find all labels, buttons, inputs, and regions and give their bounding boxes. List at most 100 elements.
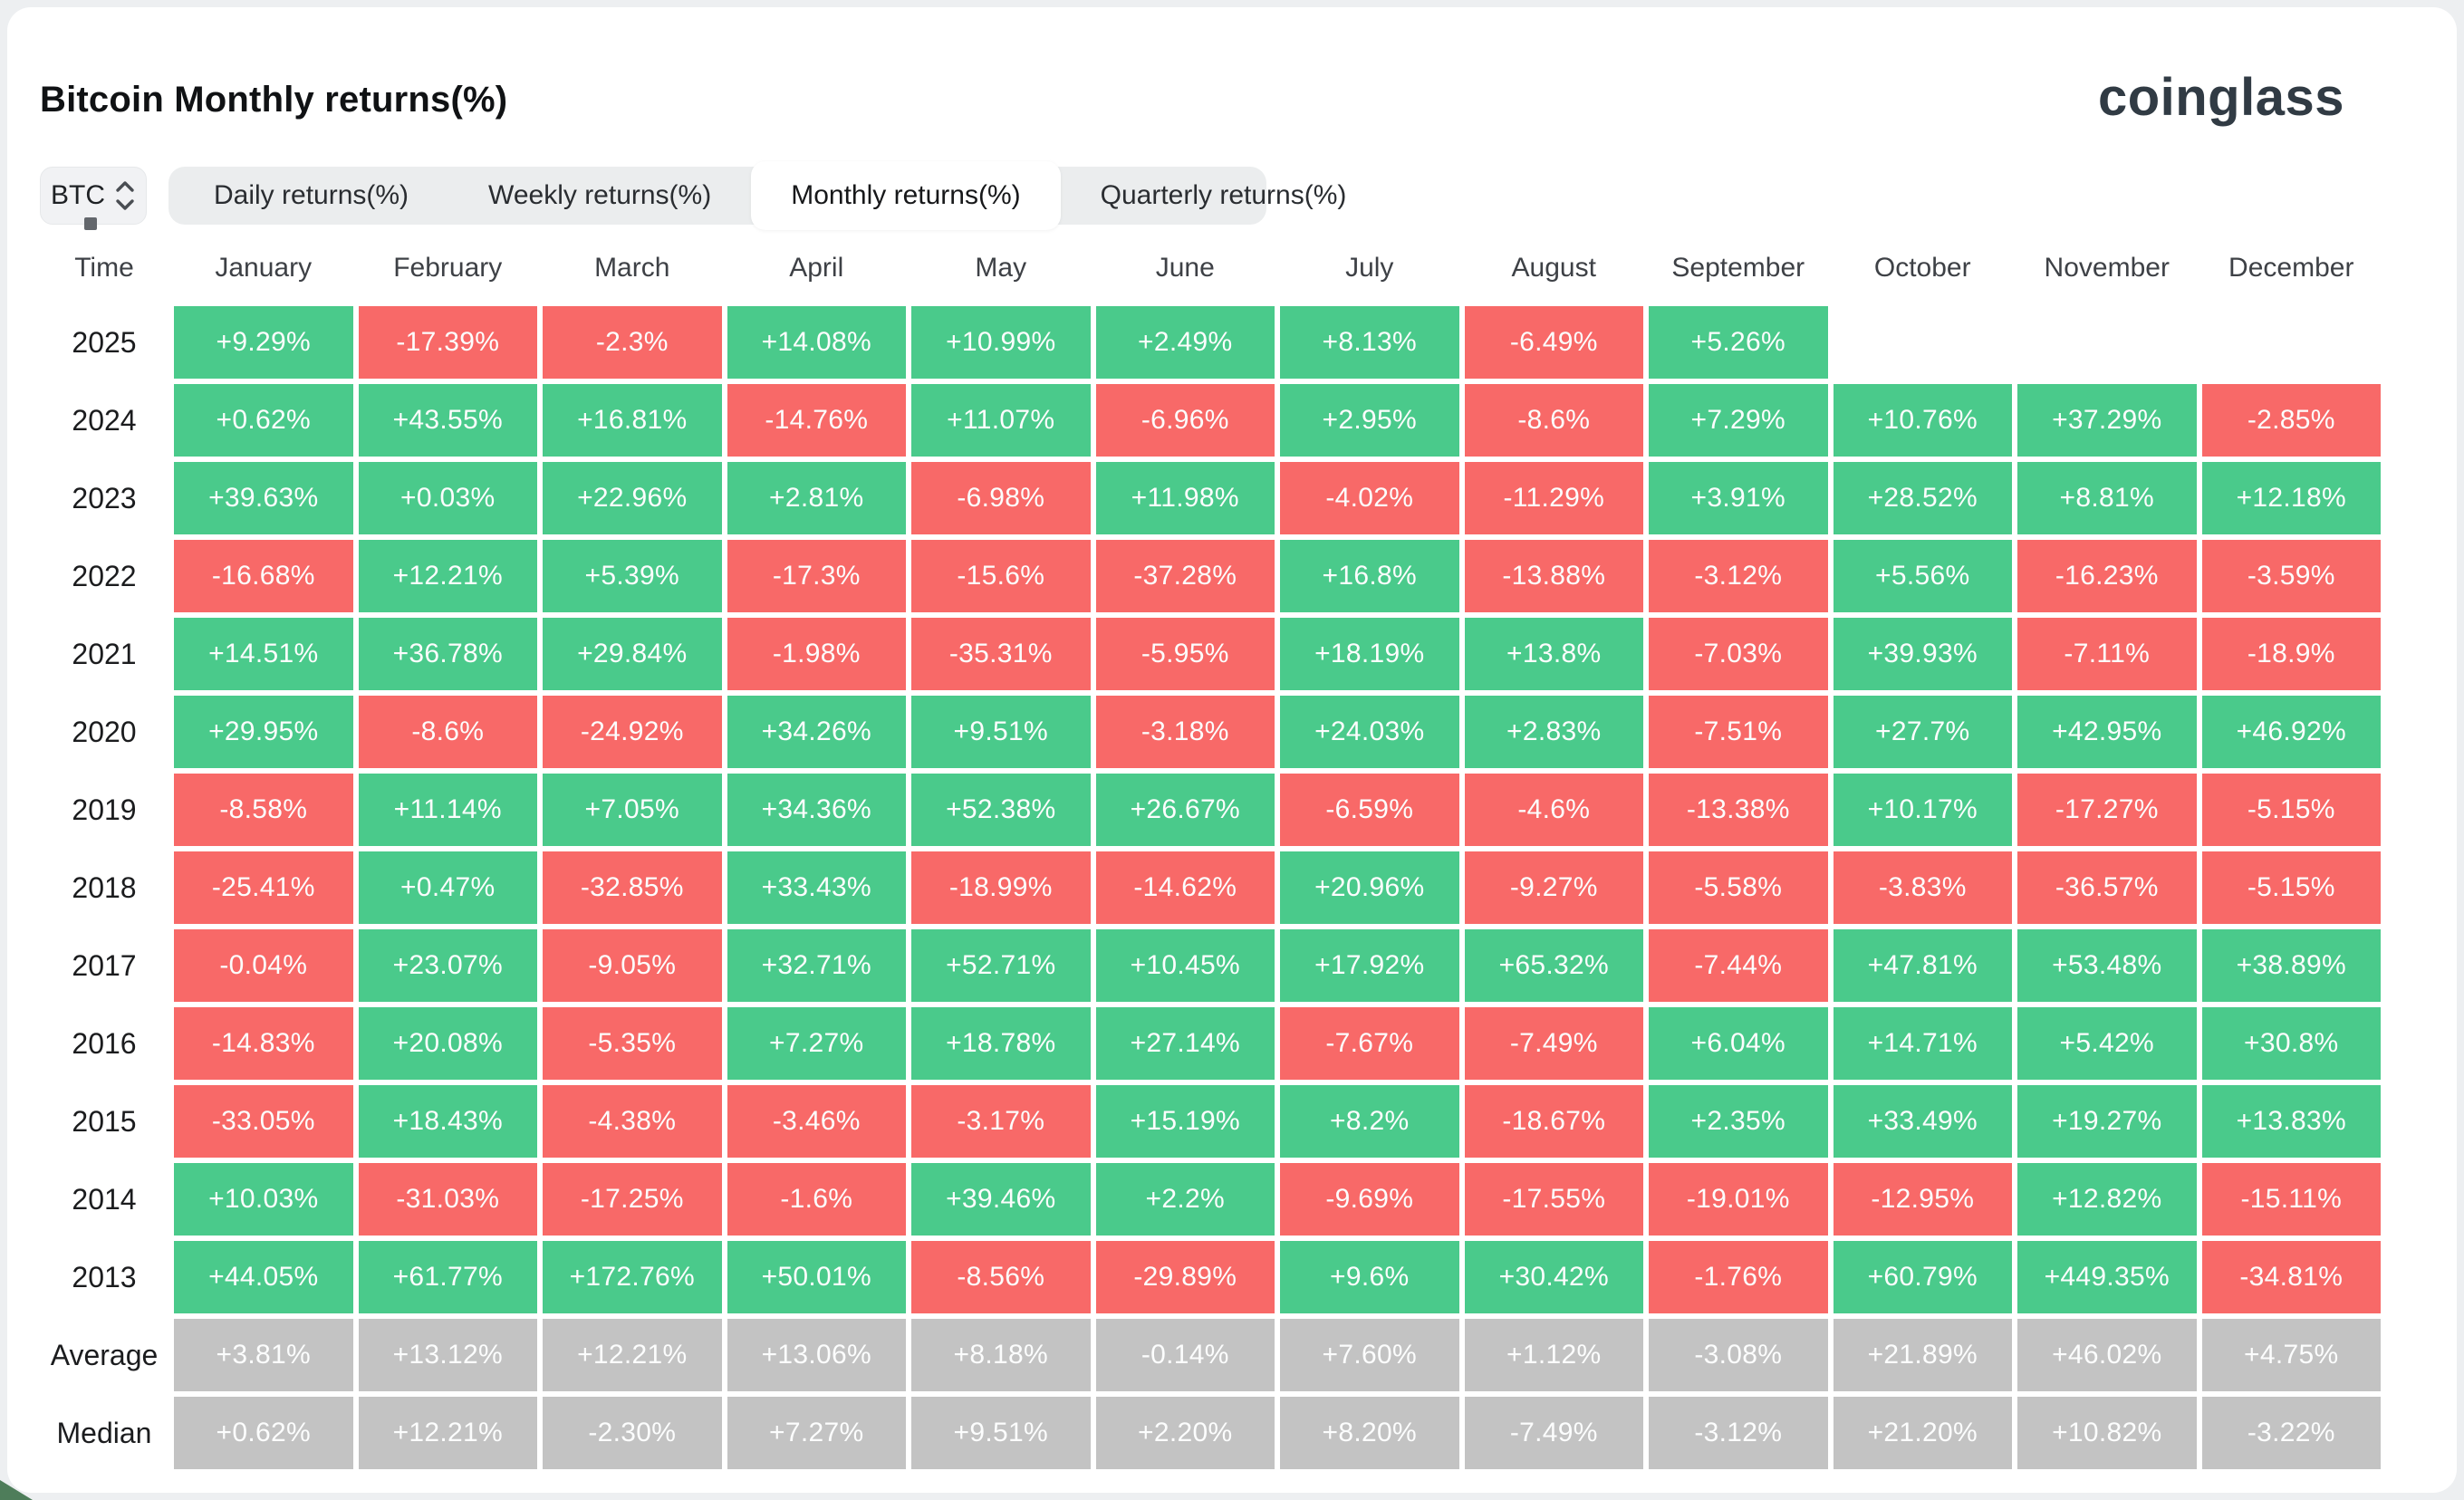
return-cell: -32.85% [543,851,722,924]
return-cell: +2.20% [1095,1397,1275,1469]
return-cell: -3.83% [1833,851,2012,924]
return-cell: +60.79% [1833,1241,2012,1313]
return-cell: +12.82% [2017,1163,2197,1236]
return-cell: +14.71% [1833,1007,2012,1080]
return-cell: -6.49% [1464,306,1643,379]
return-cell: +0.62% [174,384,353,457]
return-cell: +7.29% [1649,384,1828,457]
return-cell: -15.11% [2201,1163,2381,1236]
return-cell: -7.49% [1464,1397,1643,1469]
return-cell [2202,306,2382,379]
return-cell: -24.92% [543,696,722,768]
return-cell: +61.77% [358,1241,537,1313]
return-cell: +9.29% [174,306,353,379]
return-cell: -7.03% [1649,618,1828,690]
return-cell: -37.28% [1095,540,1275,612]
return-cell: +172.76% [543,1241,722,1313]
return-cell: -14.76% [727,384,906,457]
return-cell: +37.29% [2017,384,2197,457]
column-header: August [1511,253,1596,283]
return-cell: +9.51% [911,696,1091,768]
return-cell: -6.98% [911,462,1091,534]
return-cell: -15.6% [911,540,1091,612]
row-label: 2022 [72,559,137,592]
return-cell: -3.12% [1649,1397,1828,1469]
return-cell: -17.55% [1464,1163,1643,1236]
row-label: 2019 [72,793,137,826]
return-cell: -2.85% [2201,384,2381,457]
tab-monthly-returns[interactable]: Monthly returns(%) [751,161,1061,230]
return-cell: -19.01% [1649,1163,1828,1236]
return-cell: +34.36% [727,774,906,846]
return-cell: -1.6% [727,1163,906,1236]
return-cell: -8.6% [358,696,537,768]
column-header: April [789,253,844,283]
return-cell: +14.08% [727,306,906,379]
coinglass-logo: coinglass [2097,68,2344,127]
return-cell: -36.57% [2017,851,2197,924]
return-cell: +44.05% [174,1241,353,1313]
symbol-select-handle [84,217,97,230]
return-cell: +8.18% [911,1319,1091,1391]
return-cell: -14.62% [1095,851,1275,924]
return-cell: -7.67% [1280,1007,1459,1080]
row-label: 2020 [72,715,137,748]
return-cell: +10.99% [911,306,1091,379]
return-cell: +12.21% [358,540,537,612]
return-cell: +33.43% [727,851,906,924]
return-cell: +12.21% [543,1319,722,1391]
return-cell: +2.83% [1464,696,1643,768]
return-cell: +11.14% [358,774,537,846]
return-cell: +10.76% [1833,384,2012,457]
row-label: 2023 [72,481,137,514]
tab-quarterly-returns[interactable]: Quarterly returns(%) [1100,180,1347,210]
return-cell: +21.20% [1833,1397,2012,1469]
return-cell: +8.13% [1280,306,1459,379]
return-cell: +29.95% [174,696,353,768]
return-cell: -29.89% [1095,1241,1275,1313]
return-cell: -3.08% [1649,1319,1828,1391]
symbol-select[interactable]: BTC [40,167,147,230]
return-cell: +2.95% [1280,384,1459,457]
return-cell: -33.05% [174,1085,353,1158]
return-cell: +17.92% [1280,929,1459,1002]
row-label: 2021 [72,637,137,670]
return-cell: -4.38% [543,1085,722,1158]
return-cell: +6.04% [1649,1007,1828,1080]
return-cell: +11.98% [1095,462,1275,534]
return-cell: -3.12% [1649,540,1828,612]
return-cell: +4.75% [2201,1319,2381,1391]
return-cell: -3.18% [1095,696,1275,768]
return-cell: +23.07% [358,929,537,1002]
return-cell: +7.05% [543,774,722,846]
column-header: March [594,253,670,283]
return-cell: +14.51% [174,618,353,690]
return-cell: +15.19% [1095,1085,1275,1158]
return-cell: -3.59% [2201,540,2381,612]
column-header: October [1873,253,1971,283]
column-header: July [1345,253,1394,283]
return-cell: +20.08% [358,1007,537,1080]
return-cell: +30.42% [1464,1241,1643,1313]
return-cell [2017,306,2197,379]
return-cell: +16.81% [543,384,722,457]
return-cell: +27.7% [1833,696,2012,768]
tab-daily-returns[interactable]: Daily returns(%) [214,180,409,210]
return-cell: +3.81% [174,1319,353,1391]
returns-card: Bitcoin Monthly returns(%) coinglass BTC… [7,7,2457,1493]
return-cell: -8.56% [911,1241,1091,1313]
return-cell: -18.67% [1464,1085,1643,1158]
column-header: June [1155,253,1215,283]
return-cell: -11.29% [1464,462,1643,534]
return-cell: -31.03% [358,1163,537,1236]
column-header: February [393,253,503,283]
tab-weekly-returns[interactable]: Weekly returns(%) [488,180,712,210]
return-cell: -5.95% [1095,618,1275,690]
row-label: 2018 [72,870,137,904]
return-cell: -12.95% [1833,1163,2012,1236]
column-header-time: Time [74,253,134,283]
return-cell [1834,306,2013,379]
return-cell: -17.39% [358,306,537,379]
return-cell: +12.18% [2201,462,2381,534]
return-cell: +52.38% [911,774,1091,846]
